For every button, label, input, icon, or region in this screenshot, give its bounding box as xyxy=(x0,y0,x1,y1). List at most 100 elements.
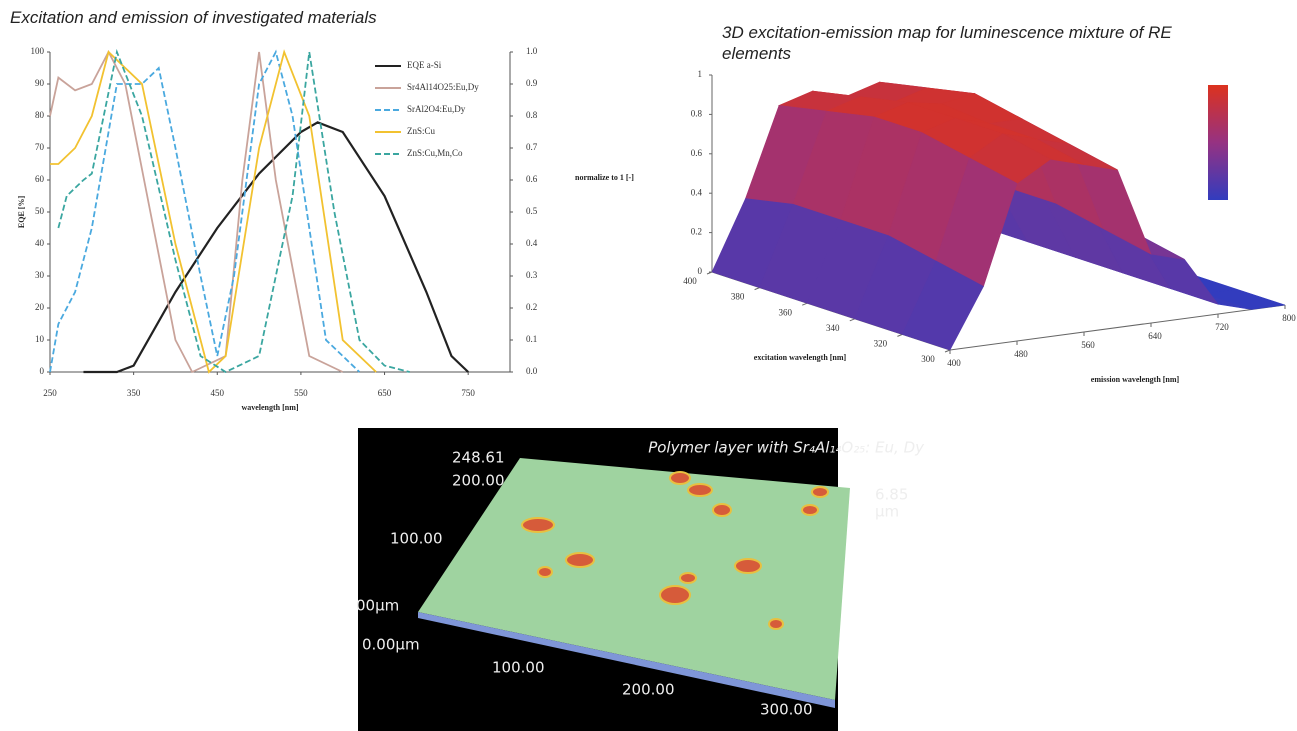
y2-tick-label: 0.5 xyxy=(526,206,538,216)
z-tick-label: 0.8 xyxy=(691,108,703,118)
x-tick-label: 320 xyxy=(874,338,888,348)
chart-title: 3D excitation-emission map for luminesce… xyxy=(722,23,1172,63)
x-axis-title: excitation wavelength [nm] xyxy=(754,353,847,362)
legend-label: Sr4Al14O25:Eu,Dy xyxy=(407,82,479,92)
y-tick-label: 100 xyxy=(31,46,45,56)
legend-label: EQE a-Si xyxy=(407,60,442,70)
x-tick-label: 750 xyxy=(461,388,475,398)
feature xyxy=(734,558,762,574)
x-tick-label: 400 xyxy=(683,276,697,286)
surface-patch xyxy=(901,260,984,351)
feature xyxy=(801,504,819,516)
topography-features xyxy=(521,471,829,630)
z-max-label: 248.61 xyxy=(452,449,505,467)
x-tick-label: 340 xyxy=(826,323,840,333)
z-tick-label: 0 xyxy=(698,266,703,276)
x-tick xyxy=(754,287,760,291)
x-label: 200.00 xyxy=(622,681,675,699)
series-line xyxy=(49,49,361,373)
legend-label: ZnS:Cu,Mn,Co xyxy=(407,148,463,158)
y-tick-label: 640 xyxy=(1148,331,1162,341)
y2-tick-label: 0.7 xyxy=(526,142,538,152)
x-tick xyxy=(897,333,903,337)
topography-edge xyxy=(418,612,835,708)
height-marker xyxy=(855,500,861,510)
chart-title: Excitation and emission of investigated … xyxy=(10,8,377,27)
x-tick xyxy=(944,349,951,353)
y-tick-label: 480 xyxy=(1014,349,1028,359)
feature xyxy=(679,572,697,584)
colorbar xyxy=(1208,85,1228,200)
x-tick-label: 550 xyxy=(294,388,308,398)
feature xyxy=(712,503,732,517)
z-tick-label: 0.2 xyxy=(691,227,702,237)
x-tick-label: 360 xyxy=(778,307,792,317)
x-tick-label: 650 xyxy=(378,388,392,398)
y2-tick-label: 0.2 xyxy=(526,302,537,312)
y2-tick-label: 0.1 xyxy=(526,334,537,344)
y-label: 200.00 xyxy=(452,472,505,490)
height-unit: µm xyxy=(875,503,899,521)
y2-tick-label: 1.0 xyxy=(526,46,538,56)
feature xyxy=(521,517,555,533)
legend-label: ZnS:Cu xyxy=(407,126,436,136)
y-tick-label: 400 xyxy=(947,358,961,368)
y2-tick-label: 0.9 xyxy=(526,78,538,88)
y-tick-label: 80 xyxy=(35,110,45,120)
axis-line xyxy=(949,304,1286,351)
topography-title: Polymer layer with Sr₄Al₁₄O₂₅: Eu, Dy xyxy=(648,439,925,457)
feature xyxy=(669,471,691,485)
origin-label: 0.00µm xyxy=(362,636,420,654)
feature xyxy=(565,552,595,568)
x-tick-label: 380 xyxy=(731,292,745,302)
y-tick-label: 20 xyxy=(35,302,45,312)
z-tick-label: 1 xyxy=(698,69,703,79)
y-tick-label: 720 xyxy=(1215,322,1229,332)
series-line xyxy=(83,121,469,374)
z-tick-label: 0.6 xyxy=(691,148,703,158)
y-tick-label: 800 xyxy=(1282,313,1296,323)
y-label: 100.00 xyxy=(390,530,443,548)
y-label: 00µm xyxy=(356,597,399,615)
y2-tick-label: 0.3 xyxy=(526,270,538,280)
y-tick-label: 560 xyxy=(1081,340,1095,350)
y-tick-label: 60 xyxy=(35,174,45,184)
y2-tick-label: 0.8 xyxy=(526,110,538,120)
series-line xyxy=(57,48,410,374)
x-tick-label: 300 xyxy=(921,354,935,364)
x-tick xyxy=(849,318,855,322)
y2-tick-label: 0.4 xyxy=(526,238,538,248)
y-axis-title: EQE [%] xyxy=(17,196,26,229)
x-tick-label: 250 xyxy=(43,388,57,398)
legend-label: SrAl2O4:Eu,Dy xyxy=(407,104,466,114)
y-tick-label: 10 xyxy=(35,334,45,344)
x-axis-title: wavelength [nm] xyxy=(241,403,298,412)
y2-tick-label: 0.0 xyxy=(526,366,538,376)
feature xyxy=(537,566,553,578)
series-line xyxy=(49,50,344,374)
y-tick-label: 70 xyxy=(35,142,45,152)
x-tick-label: 350 xyxy=(127,388,141,398)
topography-surface xyxy=(418,458,850,700)
feature xyxy=(768,618,784,630)
x-label: 300.00 xyxy=(760,701,813,719)
y-tick-label: 50 xyxy=(35,206,45,216)
feature xyxy=(659,585,691,605)
x-tick-label: 450 xyxy=(211,388,225,398)
x-tick xyxy=(706,271,713,275)
y-tick-label: 30 xyxy=(35,270,45,280)
y-tick-label: 90 xyxy=(35,78,45,88)
height-value: 6.85 xyxy=(875,486,908,504)
y-tick-label: 40 xyxy=(35,238,45,248)
feature xyxy=(811,486,829,498)
y2-axis-title: normalize to 1 [-] xyxy=(575,173,634,182)
z-tick-label: 0.4 xyxy=(691,187,703,197)
y2-tick-label: 0.6 xyxy=(526,174,538,184)
feature xyxy=(687,483,713,497)
series-line xyxy=(50,49,377,374)
x-tick xyxy=(802,302,808,306)
y-tick-label: 0 xyxy=(40,366,45,376)
y-axis-title: emission wavelength [nm] xyxy=(1091,375,1180,384)
